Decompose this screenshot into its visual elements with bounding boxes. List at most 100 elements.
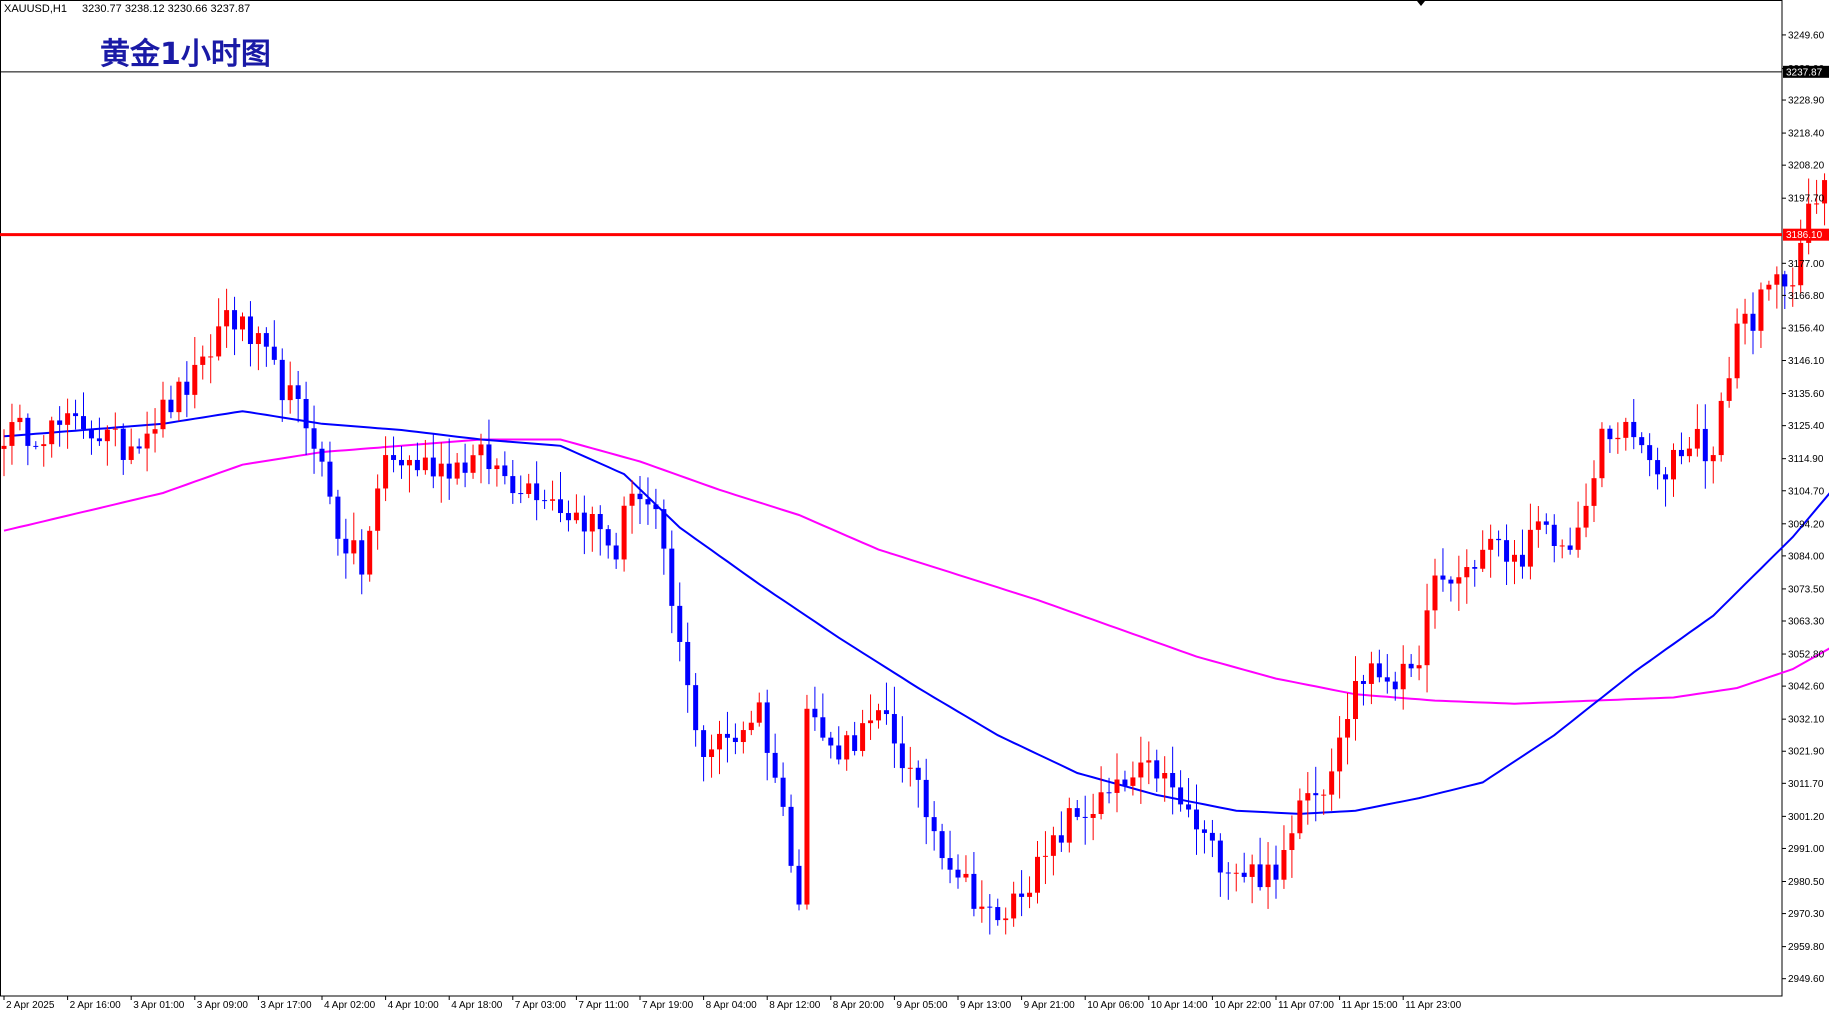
candle-body (1655, 460, 1661, 475)
candle (1194, 784, 1199, 855)
candle-body (136, 446, 142, 449)
candle (1042, 831, 1048, 885)
candle (271, 320, 277, 365)
candle-body (1512, 554, 1517, 562)
candle-body (573, 512, 579, 521)
candle-body (1042, 855, 1048, 857)
candle (1440, 548, 1446, 592)
x-tick-label: 9 Apr 05:00 (896, 1000, 948, 1011)
candle-body (200, 356, 206, 365)
candle (327, 441, 333, 505)
candle (279, 348, 285, 422)
candle (1814, 179, 1820, 214)
candle (88, 420, 94, 455)
candle (319, 441, 325, 477)
candle (168, 385, 174, 419)
candle (1082, 795, 1088, 845)
candle-body (303, 398, 309, 429)
candle (399, 446, 404, 479)
candle (1058, 811, 1064, 852)
candle (844, 730, 850, 771)
candle (836, 726, 842, 765)
candle (1265, 842, 1271, 909)
candle-body (287, 385, 293, 401)
candle (1074, 799, 1080, 821)
x-tick-label: 7 Apr 19:00 (642, 1000, 694, 1011)
candle-body (335, 496, 341, 539)
candle-body (462, 462, 468, 473)
candle-body (1790, 285, 1796, 287)
y-tick-label: 3166.80 (1788, 291, 1825, 302)
candle-body (979, 906, 985, 909)
candle (176, 377, 182, 422)
candle (780, 762, 786, 817)
candle-body (605, 529, 611, 546)
candle (581, 495, 587, 555)
candle (1718, 392, 1724, 462)
candle (1488, 524, 1494, 578)
plot-border (0, 0, 1783, 997)
candle-body (1027, 892, 1033, 897)
candle-body (709, 749, 715, 757)
candle-body (740, 730, 746, 743)
candle (1424, 583, 1430, 693)
candle-body (96, 438, 102, 442)
candle (1209, 819, 1215, 858)
candle-body (399, 459, 404, 466)
candle-body (844, 735, 850, 760)
candle (677, 582, 683, 662)
candle-body (502, 465, 508, 477)
candle-body (1050, 835, 1056, 856)
candle-body (701, 730, 707, 757)
x-tick-label: 8 Apr 04:00 (706, 1000, 758, 1011)
candle-body (621, 505, 627, 560)
candle-body (1003, 918, 1009, 921)
candle (764, 689, 770, 781)
candle-body (1313, 793, 1319, 796)
x-tick-label: 4 Apr 02:00 (324, 1000, 376, 1011)
candle-body (836, 745, 842, 760)
candle-body (1249, 864, 1255, 877)
y-tick-label: 3104.70 (1788, 486, 1825, 497)
candle-body (470, 455, 476, 473)
candle-body (1162, 773, 1168, 779)
candle (772, 733, 778, 783)
candle (1154, 749, 1160, 792)
candle (1734, 308, 1740, 389)
candle (1671, 443, 1676, 497)
candle (1098, 766, 1104, 820)
candle (208, 334, 214, 384)
current-price-label: 3237.87 (1786, 67, 1823, 78)
candle-body (772, 752, 778, 778)
candle-body (1814, 203, 1820, 205)
ohlc-readout: 3230.77 3238.12 3230.66 3237.87 (82, 3, 250, 15)
candle-body (1114, 779, 1120, 793)
candle (1519, 529, 1525, 579)
candle-body (1535, 521, 1541, 530)
candle-body (160, 399, 166, 430)
candle-body (939, 831, 945, 859)
candle (470, 444, 476, 479)
candle-body (1663, 474, 1669, 480)
candle-body (41, 444, 47, 447)
candle-body (653, 504, 659, 510)
candle-body (168, 399, 174, 413)
candle-body (1488, 538, 1494, 550)
candle-body (1329, 771, 1335, 795)
candle (1122, 770, 1128, 792)
candle (995, 898, 1001, 926)
candle-body (1774, 274, 1780, 285)
candle (359, 529, 365, 595)
symbol-label: XAUUSD,H1 (4, 3, 67, 15)
candle (136, 438, 142, 454)
candle (589, 506, 595, 552)
candle (923, 758, 929, 845)
ma-fast-line (3, 410, 1829, 815)
candle (1249, 854, 1255, 904)
candle (1456, 555, 1462, 611)
candle-body (224, 310, 230, 327)
candle-body (1186, 804, 1192, 810)
candle (1782, 270, 1788, 310)
candle-body (1170, 773, 1176, 788)
